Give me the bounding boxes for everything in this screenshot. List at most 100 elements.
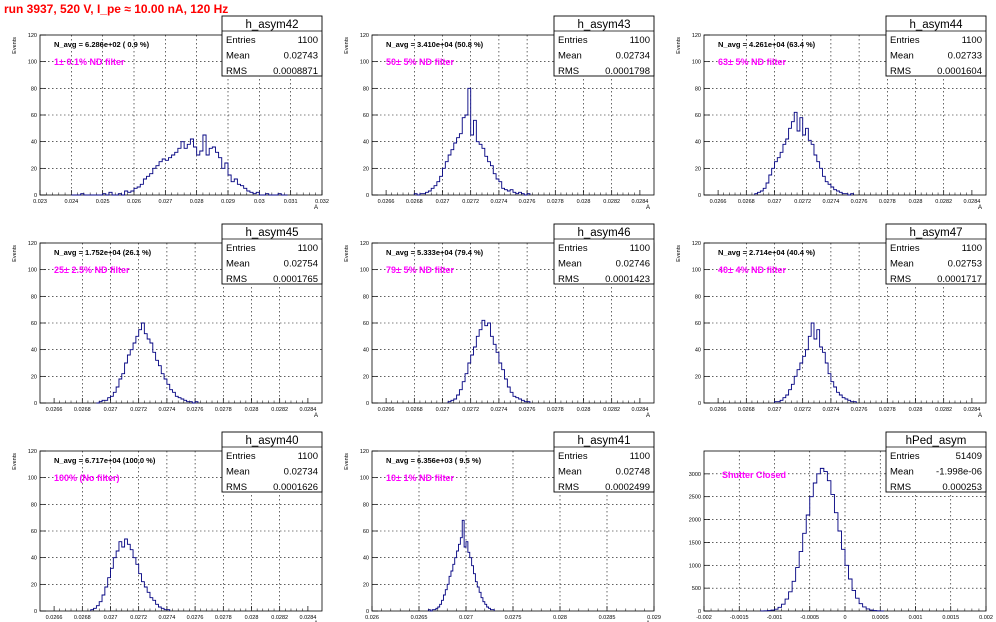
x-tick-label: 0.03 bbox=[254, 199, 265, 205]
x-tick-label: 0.032 bbox=[315, 199, 329, 205]
stats-row-label: RMS bbox=[558, 66, 579, 77]
x-tick-label: 0.026 bbox=[127, 199, 141, 205]
navg-label: N_avg = 3.410e+04 (50.8 %) bbox=[386, 40, 484, 49]
y-tick-label: 80 bbox=[363, 294, 369, 300]
y-tick-label: 0 bbox=[34, 193, 37, 199]
x-tick-label: 0.0275 bbox=[505, 615, 522, 621]
x-tick-label: 0.0282 bbox=[271, 407, 288, 413]
y-tick-label: 100 bbox=[28, 476, 37, 482]
stats-row-label: RMS bbox=[558, 482, 579, 493]
x-tick-label: 0.0268 bbox=[74, 407, 91, 413]
stats-row-value: 0.02746 bbox=[616, 259, 650, 270]
y-tick-label: 80 bbox=[363, 502, 369, 508]
x-tick-label: 0.0285 bbox=[599, 615, 616, 621]
y-tick-label: 0 bbox=[698, 401, 701, 407]
histogram-pad-h_asym43: 0.0266 0.0268 0.027 0.0272 0.0274 0.0276 0.027… bbox=[344, 15, 655, 211]
x-tick-label: 0.0278 bbox=[879, 199, 896, 205]
stats-row-label: RMS bbox=[890, 66, 911, 77]
x-tick-label: 0.0272 bbox=[130, 407, 147, 413]
stats-row-value: 1100 bbox=[962, 35, 982, 46]
stats-title: h_asym46 bbox=[577, 227, 630, 239]
y-tick-label: 20 bbox=[695, 374, 701, 380]
histogram-pad-h_asym41: 0.026 0.0265 0.027 0.0275 0.028 0.0285 0.029 0 2… bbox=[344, 431, 661, 622]
stats-row-value: 0.02733 bbox=[948, 51, 982, 62]
stats-row-value: 0.0008871 bbox=[273, 66, 318, 77]
y-tick-label: 100 bbox=[360, 268, 369, 274]
stats-title: hPed_asym bbox=[906, 435, 967, 447]
x-tick-label: 0.0274 bbox=[158, 615, 175, 621]
y-tick-label: 20 bbox=[695, 166, 701, 172]
histogram-pad-h_asym45: 0.0266 0.0268 0.027 0.0272 0.0274 0.0276 0.027… bbox=[12, 223, 323, 419]
stats-row-label: RMS bbox=[226, 66, 247, 77]
y-tick-label: 0 bbox=[34, 401, 37, 407]
x-tick-label: 0.029 bbox=[221, 199, 235, 205]
x-tick-label: 0.0272 bbox=[794, 407, 811, 413]
x-tick-label: 0.027 bbox=[158, 199, 172, 205]
x-tick-label: 0.0268 bbox=[738, 199, 755, 205]
x-tick-label: 0.0015 bbox=[942, 615, 959, 621]
stats-row-label: Mean bbox=[226, 259, 250, 270]
x-tick-label: 0.0274 bbox=[158, 407, 175, 413]
y-axis-title: Events bbox=[12, 245, 18, 262]
histogram-line bbox=[759, 467, 885, 612]
y-tick-label: 120 bbox=[692, 33, 701, 39]
y-tick-label: 3000 bbox=[689, 472, 701, 478]
y-tick-label: 60 bbox=[695, 113, 701, 119]
stats-row-label: Mean bbox=[226, 51, 250, 62]
stats-row-value: 0.0001765 bbox=[273, 274, 318, 285]
x-tick-label: 0.0266 bbox=[710, 407, 727, 413]
x-tick-label: 0.026 bbox=[365, 615, 379, 621]
x-tick-label: 0.0266 bbox=[378, 199, 395, 205]
stats-row-label: Mean bbox=[890, 467, 914, 478]
x-tick-label: 0.028 bbox=[553, 615, 567, 621]
x-tick-label: 0.0268 bbox=[74, 615, 91, 621]
x-tick-label: 0.0282 bbox=[935, 199, 952, 205]
filter-label: 1± 0.1% ND filter bbox=[54, 57, 125, 67]
y-tick-label: 40 bbox=[363, 556, 369, 562]
y-tick-label: 40 bbox=[695, 348, 701, 354]
x-tick-label: 0.027 bbox=[768, 407, 782, 413]
y-tick-label: 20 bbox=[363, 166, 369, 172]
stats-row-label: Mean bbox=[890, 51, 914, 62]
stats-row-value: 0.0001604 bbox=[937, 66, 982, 77]
y-tick-label: 0 bbox=[366, 401, 369, 407]
x-tick-label: 0.023 bbox=[33, 199, 47, 205]
y-tick-label: 20 bbox=[363, 582, 369, 588]
y-tick-label: 40 bbox=[31, 140, 37, 146]
stats-row-value: 0.0001798 bbox=[605, 66, 650, 77]
stats-row-value: 1100 bbox=[630, 243, 650, 254]
x-axis-title: A bbox=[646, 413, 650, 419]
y-tick-label: 100 bbox=[692, 268, 701, 274]
y-tick-label: 100 bbox=[360, 60, 369, 66]
y-tick-label: 60 bbox=[31, 321, 37, 327]
navg-label: N_avg = 2.714e+04 (40.4 %) bbox=[718, 248, 816, 257]
filter-label: Shutter Closed bbox=[722, 470, 786, 480]
y-axis-title: Events bbox=[12, 37, 18, 54]
stats-row-label: Entries bbox=[226, 243, 256, 254]
x-tick-label: 0.0265 bbox=[411, 615, 428, 621]
y-tick-label: 120 bbox=[28, 33, 37, 39]
y-tick-label: 0 bbox=[366, 193, 369, 199]
x-tick-label: 0.028 bbox=[245, 407, 259, 413]
histogram-pad-h_asym47: 0.0266 0.0268 0.027 0.0272 0.0274 0.0276 0.027… bbox=[676, 223, 987, 419]
x-tick-label: 0.0268 bbox=[406, 199, 423, 205]
stats-title: h_asym43 bbox=[577, 19, 630, 31]
stats-row-label: Entries bbox=[226, 35, 256, 46]
x-tick-label: 0.0274 bbox=[822, 199, 839, 205]
filter-label: 79± 5% ND filter bbox=[386, 265, 454, 275]
stats-box bbox=[553, 15, 655, 77]
x-tick-label: 0.0282 bbox=[603, 407, 620, 413]
stats-row-value: 0.0001626 bbox=[273, 482, 318, 493]
x-tick-label: -0.0005 bbox=[800, 615, 819, 621]
stats-row-value: 1100 bbox=[298, 451, 318, 462]
histogram-pad-h_asym42: 0.023 0.024 0.025 0.026 0.027 0.028 0.029 0.03 0… bbox=[12, 15, 329, 211]
x-tick-label: 0.0284 bbox=[299, 615, 316, 621]
y-tick-label: 0 bbox=[698, 193, 701, 199]
y-tick-label: 0 bbox=[698, 609, 701, 615]
y-tick-label: 20 bbox=[31, 582, 37, 588]
histogram-line bbox=[447, 319, 531, 403]
filter-label: 63± 5% ND filter bbox=[718, 57, 786, 67]
y-tick-label: 60 bbox=[363, 529, 369, 535]
y-axis-title: Events bbox=[12, 453, 18, 470]
stats-row-value: 0.02754 bbox=[284, 259, 318, 270]
